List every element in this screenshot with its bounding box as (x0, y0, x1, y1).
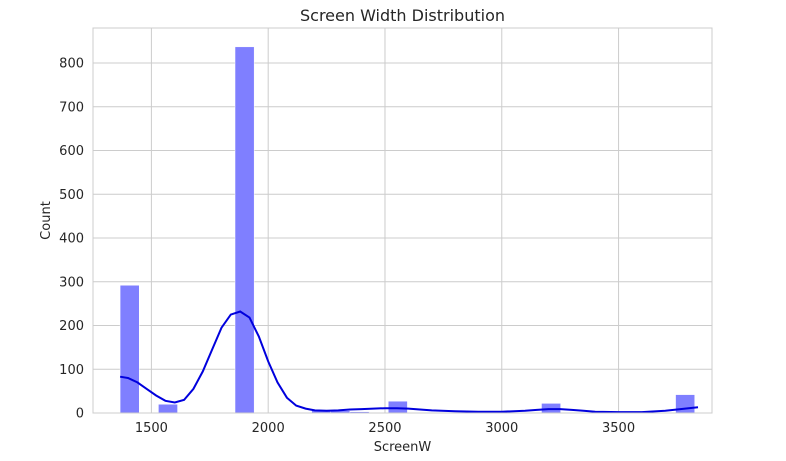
y-axis-label: Count (39, 201, 54, 240)
x-tick-label-0: 1500 (135, 421, 168, 436)
x-tick-label-3: 3000 (485, 421, 518, 436)
kde-curve (119, 310, 699, 414)
y-tick-label-1: 100 (59, 363, 84, 378)
y-tick-label-4: 400 (59, 232, 84, 247)
y-tick-label-7: 700 (59, 100, 84, 115)
histogram-bar-0 (119, 285, 140, 414)
histogram-bar-2 (234, 46, 255, 414)
grid (93, 28, 712, 414)
x-tick-label-1: 2000 (252, 421, 285, 436)
y-tick-label-6: 600 (59, 144, 84, 159)
x-tick-label-4: 3500 (602, 421, 635, 436)
x-tick-labels: 1500 2000 2500 3000 3500 (135, 421, 635, 436)
y-tick-label-3: 300 (59, 275, 84, 290)
y-tick-labels: 0 100 200 300 400 500 600 700 800 (59, 57, 84, 422)
y-tick-label-2: 200 (59, 319, 84, 334)
histogram-bar-1 (158, 404, 178, 414)
plot-frame (92, 27, 713, 414)
histogram-bar-6 (388, 400, 408, 414)
x-tick-label-2: 2500 (368, 421, 401, 436)
x-axis-label: ScreenW (374, 440, 432, 455)
chart-title: Screen Width Distribution (300, 6, 505, 25)
histogram-bars (119, 46, 695, 414)
y-tick-label-0: 0 (76, 407, 84, 422)
y-tick-label-8: 800 (59, 57, 84, 72)
y-tick-label-5: 500 (59, 188, 84, 203)
